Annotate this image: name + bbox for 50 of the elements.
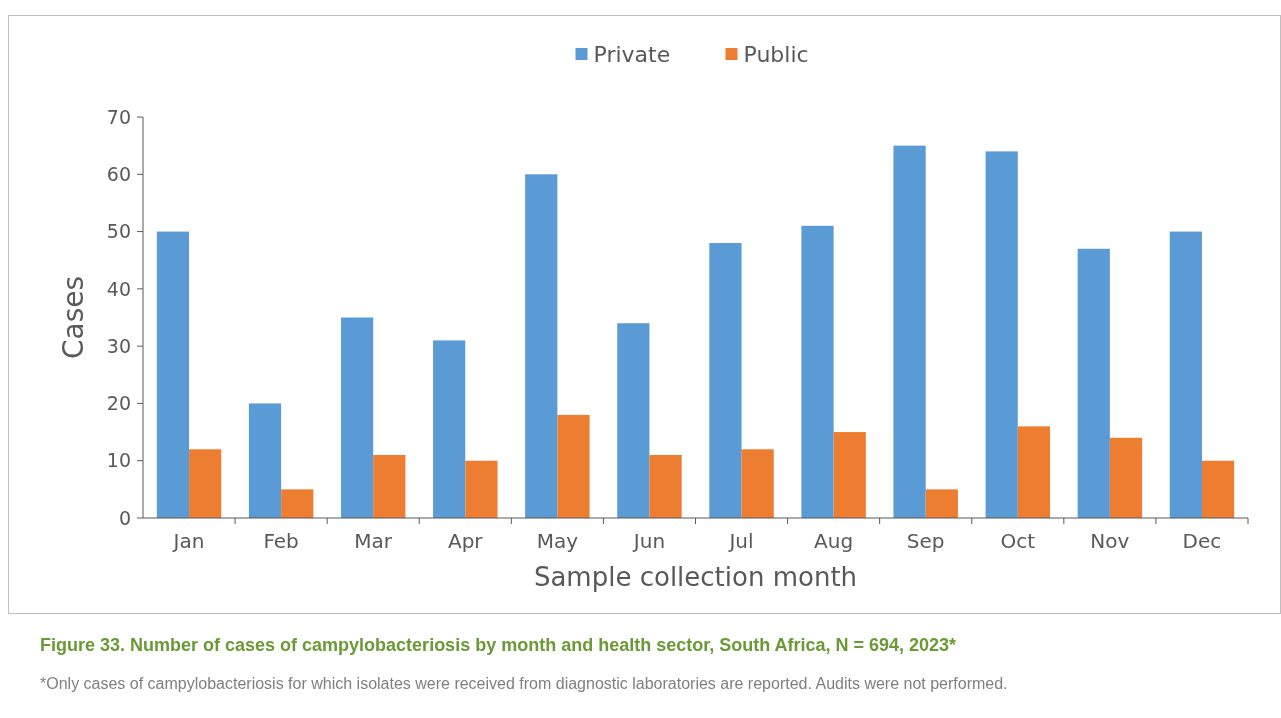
x-tick-label: Aug	[814, 529, 854, 553]
bar	[709, 243, 742, 518]
x-tick-label: May	[536, 529, 579, 553]
x-tick-label: Feb	[263, 529, 299, 553]
legend-label: Public	[743, 41, 809, 67]
legend-label: Private	[593, 41, 671, 67]
bar	[741, 449, 774, 518]
bar	[985, 151, 1018, 518]
x-tick-label: Apr	[447, 529, 484, 553]
y-tick-label: 60	[106, 162, 131, 185]
y-axis-title: Cases	[57, 275, 90, 360]
bar	[557, 414, 590, 518]
y-tick-label: 10	[106, 449, 131, 472]
bar	[1201, 460, 1235, 518]
bar	[465, 460, 498, 518]
y-tick-label: 70	[106, 105, 131, 128]
x-tick-label: Jul	[727, 529, 754, 553]
bar	[1017, 426, 1051, 518]
bar	[801, 225, 834, 518]
bar	[340, 317, 374, 518]
bar	[1109, 437, 1143, 518]
text: Figure 33. Number of cases of campylobacteriosis by month and health sector, South Africa, N = 694, 2023*	[40, 635, 957, 655]
y-tick-label: 30	[106, 334, 131, 357]
y-tick-label: 40	[106, 277, 131, 300]
x-tick-label: Mar	[354, 529, 393, 553]
bar	[525, 174, 558, 518]
bar	[189, 449, 222, 518]
x-tick-label: Dec	[1182, 529, 1222, 553]
bar	[893, 145, 926, 518]
bar	[925, 489, 958, 518]
bar	[281, 489, 314, 518]
x-tick-label: Sep	[906, 529, 945, 553]
x-tick-label: Jan	[171, 529, 205, 553]
bar	[156, 231, 190, 518]
y-tick-label: 50	[106, 220, 131, 243]
bar	[1169, 231, 1202, 518]
bar	[373, 454, 406, 518]
x-tick-label: Nov	[1090, 529, 1130, 553]
x-tick-label: Oct	[1000, 529, 1036, 553]
bar	[649, 454, 682, 518]
bar	[433, 340, 466, 518]
bar	[1077, 248, 1110, 518]
bar	[833, 432, 866, 518]
bar	[248, 403, 282, 518]
x-tick-label: Jun	[631, 529, 666, 553]
x-axis-title: Sample collection month	[533, 562, 858, 592]
y-tick-label: 0	[118, 506, 131, 529]
bar	[617, 323, 650, 518]
text: *Only cases of campylobacteriosis for which isolates were received from diagnostic laboratories are reported. Audits were not performed.	[40, 675, 1008, 692]
y-tick-label: 20	[106, 392, 131, 415]
